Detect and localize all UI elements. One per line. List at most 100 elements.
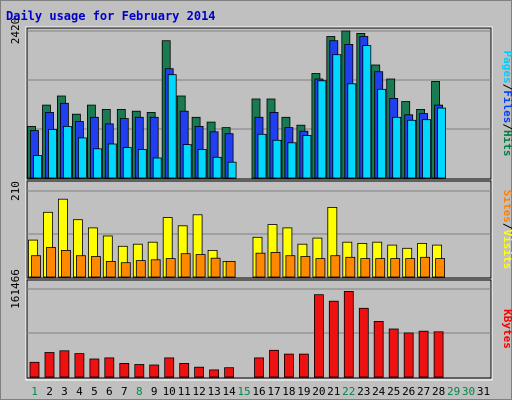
bar-sites-day-1 <box>31 255 41 278</box>
bar-sites-day-6 <box>105 260 116 278</box>
day-label: 25 <box>387 385 400 398</box>
bar-pages-day-5 <box>93 148 102 179</box>
bar-sites-day-22 <box>345 256 356 278</box>
day-label: 19 <box>297 385 310 398</box>
day-label: 20 <box>312 385 325 398</box>
bar-pages-day-21 <box>332 54 342 179</box>
bar-kbytes-day-1 <box>29 361 40 378</box>
bar-kbytes-day-17 <box>269 349 279 378</box>
series-axis-label: Pages/Files/Hits <box>501 51 512 157</box>
bar-kbytes-day-2 <box>44 352 55 378</box>
day-label: 21 <box>327 385 340 398</box>
panel-kbytes: 161466 KBytes <box>9 269 512 379</box>
bar-sites-day-25 <box>390 258 401 278</box>
bar-sites-day-17 <box>270 251 281 278</box>
bar-pages-day-22 <box>347 83 357 179</box>
bar-sites-day-18 <box>285 255 296 278</box>
day-label: 12 <box>192 385 205 398</box>
bar-kbytes-day-9 <box>149 364 160 378</box>
bar-sites-day-2 <box>46 247 56 278</box>
bar-sites-day-27 <box>420 256 431 278</box>
bar-sites-day-23 <box>360 258 371 278</box>
bar-pages-day-1 <box>33 155 42 179</box>
series-axis-label-part: Sites <box>501 190 512 223</box>
bar-pages-day-16 <box>257 133 267 179</box>
bar-sites-day-24 <box>375 258 386 278</box>
bar-pages-day-4 <box>78 137 87 179</box>
bar-pages-day-14 <box>227 161 237 179</box>
bar-kbytes-day-12 <box>194 366 205 378</box>
series-axis-label-part: Hits <box>501 130 512 157</box>
bar-pages-day-7 <box>122 147 132 179</box>
bar-sites-day-11 <box>180 253 191 278</box>
bar-sites-day-28 <box>435 258 446 278</box>
day-label: 3 <box>61 385 68 398</box>
day-label: 26 <box>402 385 415 398</box>
series-axis-label-part: / <box>501 84 512 91</box>
bar-pages-day-23 <box>362 45 372 179</box>
bar-kbytes-day-16 <box>254 357 264 378</box>
bar-kbytes-day-14 <box>224 367 235 378</box>
chart-panels: 2420Pages/Files/Hits210Sites/Visits16146… <box>9 18 512 381</box>
bar-kbytes-day-25 <box>388 328 399 378</box>
day-label: 24 <box>372 385 386 398</box>
bar-pages-day-19 <box>302 135 312 179</box>
bar-kbytes-day-6 <box>104 357 115 378</box>
series-axis-label-part: KBytes <box>501 309 512 349</box>
day-label: 15 <box>237 385 250 398</box>
bar-sites-day-19 <box>300 256 311 278</box>
bar-sites-day-7 <box>120 262 131 278</box>
bar-kbytes-day-28 <box>433 331 444 378</box>
bar-pages-day-3 <box>63 126 72 179</box>
ymax-label: 210 <box>9 181 22 201</box>
day-label: 8 <box>136 385 143 398</box>
bar-pages-day-6 <box>107 143 117 179</box>
day-label: 28 <box>432 385 445 398</box>
bar-pages-day-9 <box>152 157 162 179</box>
bar-pages-day-25 <box>392 116 402 179</box>
bar-kbytes-day-5 <box>89 358 100 378</box>
day-label: 29 <box>447 385 460 398</box>
bar-kbytes-day-4 <box>74 353 85 378</box>
bar-sites-day-8 <box>135 260 146 278</box>
bar-kbytes-day-21 <box>328 300 339 378</box>
ymax-label: 2420 <box>9 18 22 45</box>
bar-sites-day-16 <box>255 252 266 278</box>
ymax-label: 161466 <box>9 269 22 309</box>
bar-kbytes-day-20 <box>313 294 324 378</box>
day-label: 22 <box>342 385 355 398</box>
bar-kbytes-day-11 <box>179 362 190 378</box>
bar-pages-day-10 <box>167 74 177 179</box>
bar-sites-day-12 <box>195 254 206 278</box>
bar-sites-day-26 <box>405 258 416 278</box>
series-axis-label: KBytes <box>501 309 512 349</box>
bar-pages-day-27 <box>422 119 432 179</box>
bar-kbytes-day-13 <box>209 369 220 378</box>
bar-kbytes-day-7 <box>119 362 130 378</box>
chart-title: Daily usage for February 2014 <box>6 9 216 23</box>
bar-pages-day-24 <box>377 88 387 179</box>
day-label: 5 <box>91 385 98 398</box>
series-axis-label-part: Visits <box>501 230 512 270</box>
day-label: 11 <box>178 385 191 398</box>
bar-pages-day-2 <box>48 128 57 179</box>
panel-visits-sites: 210 Sites/Visits <box>9 180 512 279</box>
bar-pages-day-13 <box>212 156 222 179</box>
bar-kbytes-day-3 <box>59 350 70 378</box>
day-label: 16 <box>252 385 265 398</box>
bar-kbytes-day-24 <box>373 320 384 378</box>
bar-sites-day-5 <box>91 256 101 278</box>
bar-sites-day-20 <box>315 258 326 278</box>
bar-pages-day-11 <box>182 144 192 179</box>
day-label: 27 <box>417 385 430 398</box>
day-label: 1 <box>31 385 38 398</box>
day-label: 31 <box>477 385 490 398</box>
series-axis-label-part: Files <box>501 90 512 123</box>
day-label: 7 <box>121 385 128 398</box>
bar-pages-day-17 <box>272 139 282 179</box>
series-axis-label-part: / <box>501 223 512 230</box>
bar-kbytes-day-23 <box>358 307 369 378</box>
bar-pages-day-28 <box>437 107 447 179</box>
